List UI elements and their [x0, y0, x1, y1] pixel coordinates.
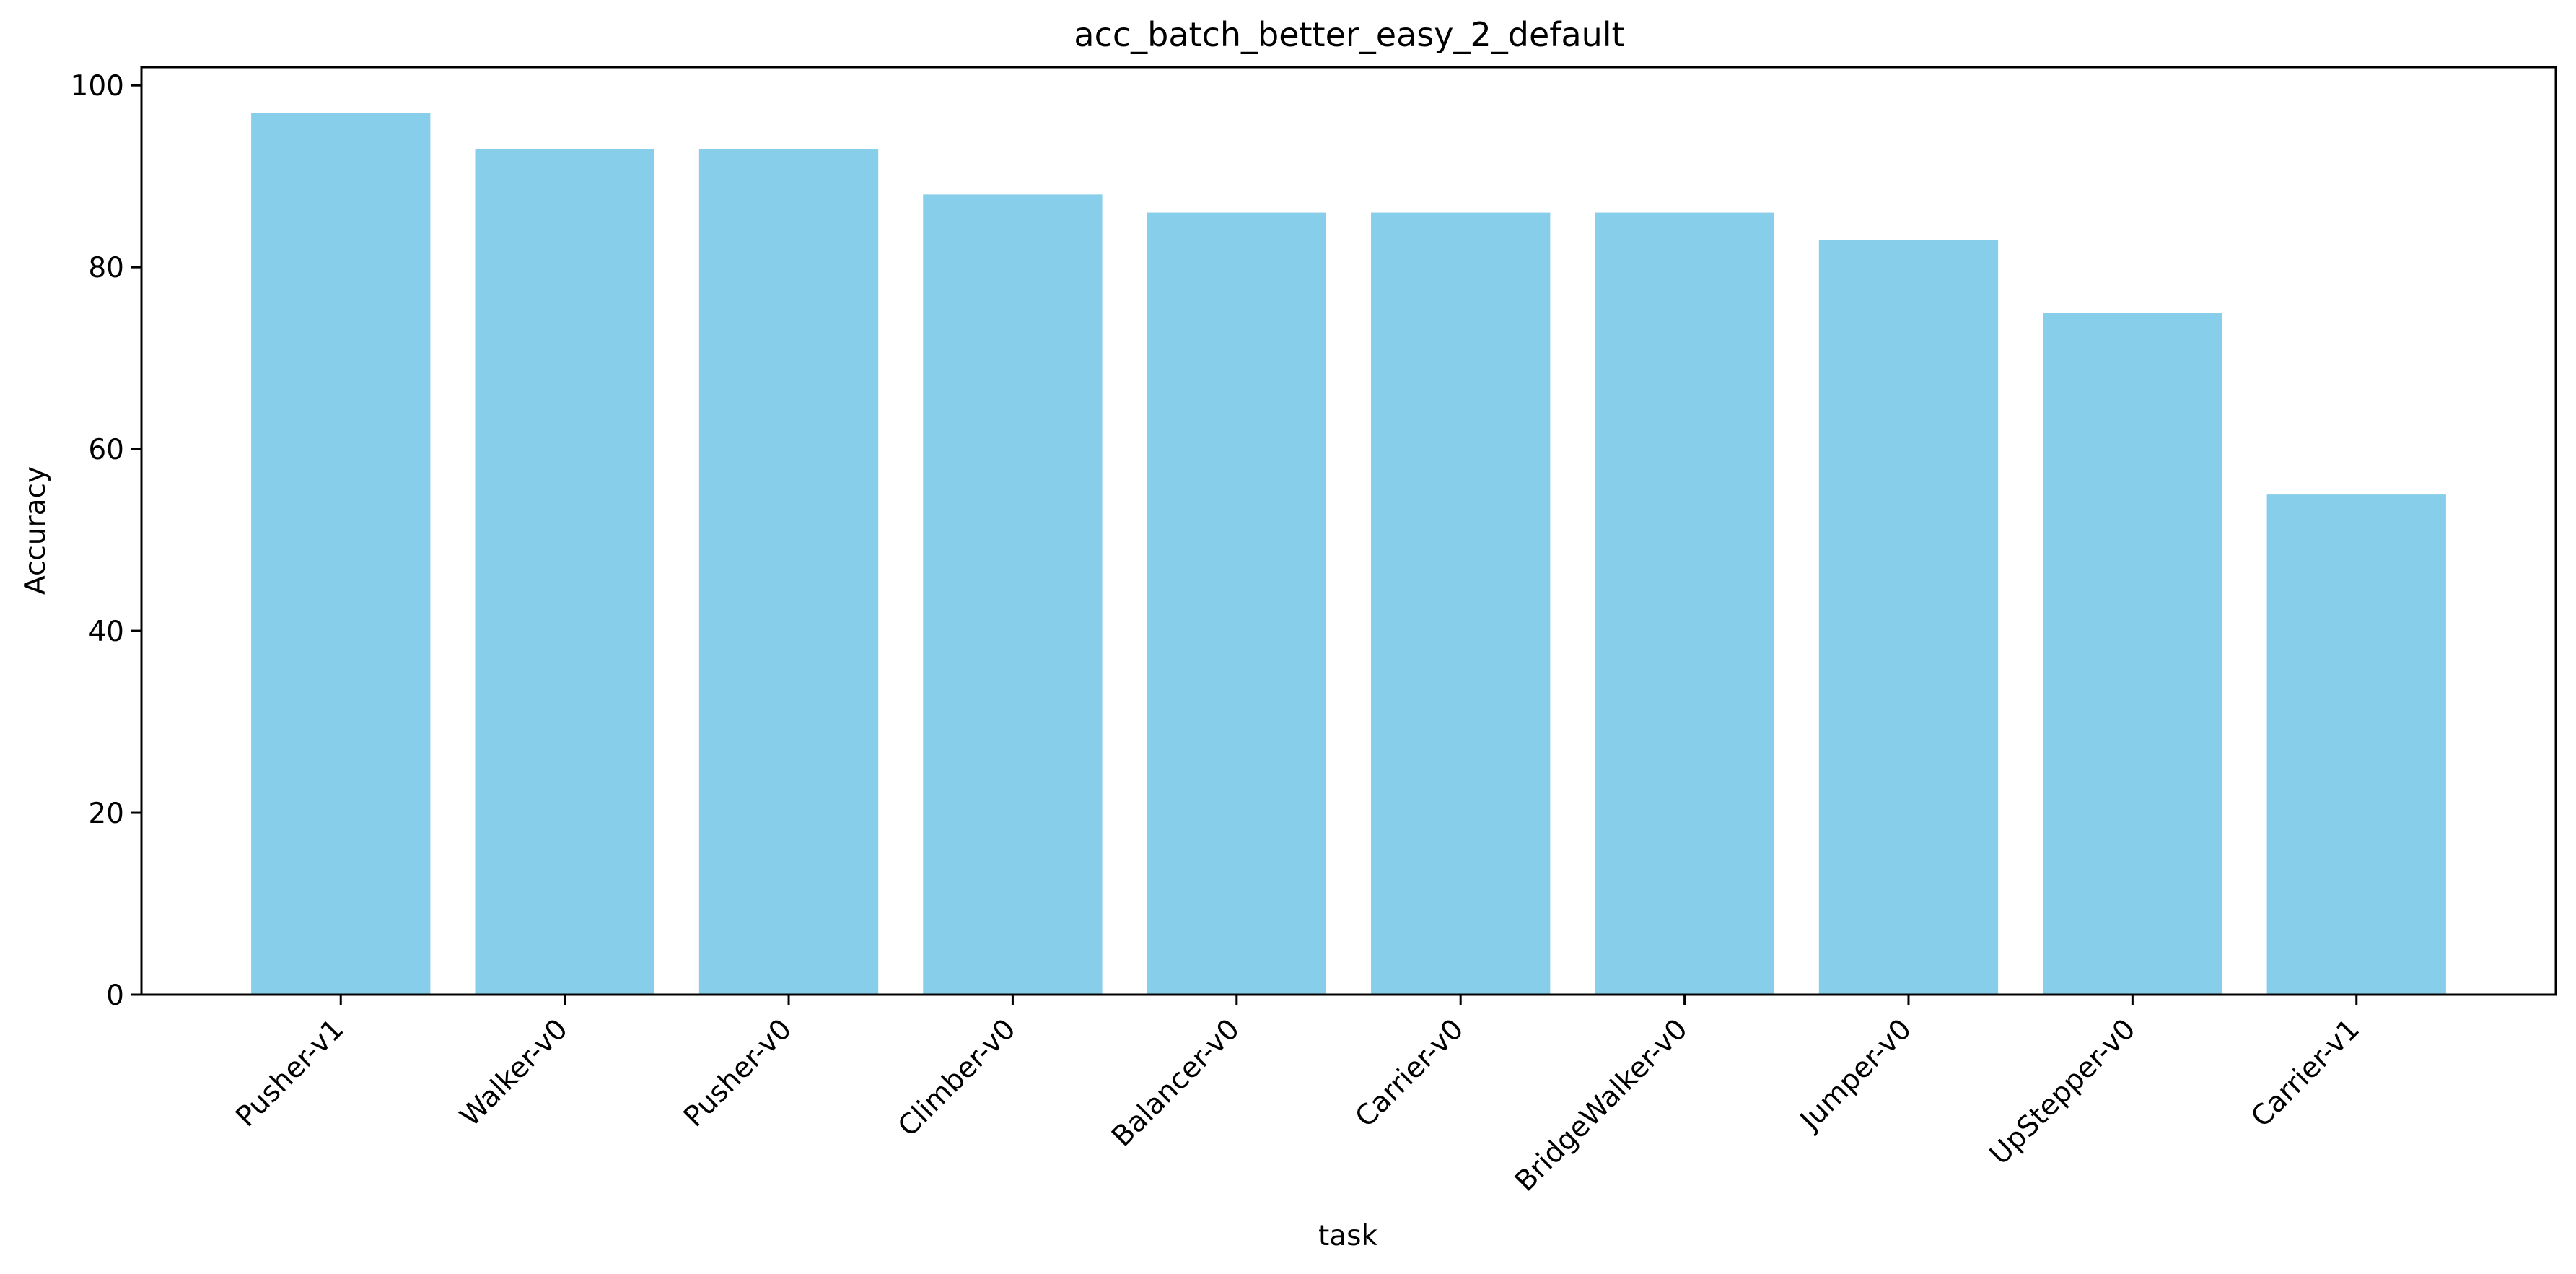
bar-pusher-v1 [251, 112, 431, 995]
bar-carrier-v0 [1371, 212, 1551, 995]
bar-carrier-v1 [2266, 494, 2446, 995]
plot-frame [140, 66, 2557, 996]
bar-bridgewalker-v0 [1595, 212, 1774, 995]
x-axis-label: task [1318, 1220, 1378, 1252]
x-tick-label: Carrier-v0 [1349, 1013, 1470, 1133]
chart-title: acc_batch_better_easy_2_default [1074, 15, 1624, 54]
bar-jumper-v0 [1818, 240, 1999, 995]
x-tick-label: Pusher-v1 [229, 1013, 350, 1133]
bars-group [251, 112, 2446, 995]
y-tick-label: 60 [88, 434, 124, 466]
x-tick-label: Climber-v0 [892, 1013, 1022, 1143]
bar-climber-v0 [923, 194, 1103, 995]
x-tick-label: Carrier-v1 [2245, 1013, 2365, 1133]
x-tick-label: BridgeWalker-v0 [1509, 1013, 1694, 1197]
x-tick-label: Jumper-v0 [1793, 1013, 1919, 1138]
bar-pusher-v0 [698, 149, 879, 995]
y-tick-label: 0 [106, 980, 124, 1012]
bar-walker-v0 [475, 149, 654, 995]
y-axis-label: Accuracy [19, 466, 52, 595]
x-axis-ticks: Pusher-v1 Walker-v0 Pusher-v0 Climber-v0 Bal… [229, 995, 2366, 1198]
x-tick-label: Balancer-v0 [1105, 1013, 1245, 1153]
y-tick-label: 80 [88, 252, 124, 284]
y-tick-label: 100 [71, 70, 124, 102]
x-tick-label: UpStepper-v0 [1984, 1013, 2142, 1171]
bar-balancer-v0 [1147, 212, 1326, 995]
y-tick-label: 20 [88, 798, 124, 830]
x-tick-label: Pusher-v0 [678, 1013, 798, 1133]
y-axis-ticks: 0 20 40 60 80 100 [71, 70, 141, 1012]
y-tick-label: 40 [88, 616, 124, 648]
x-tick-label: Walker-v0 [454, 1013, 574, 1133]
bar-upstepper-v0 [2043, 313, 2222, 995]
